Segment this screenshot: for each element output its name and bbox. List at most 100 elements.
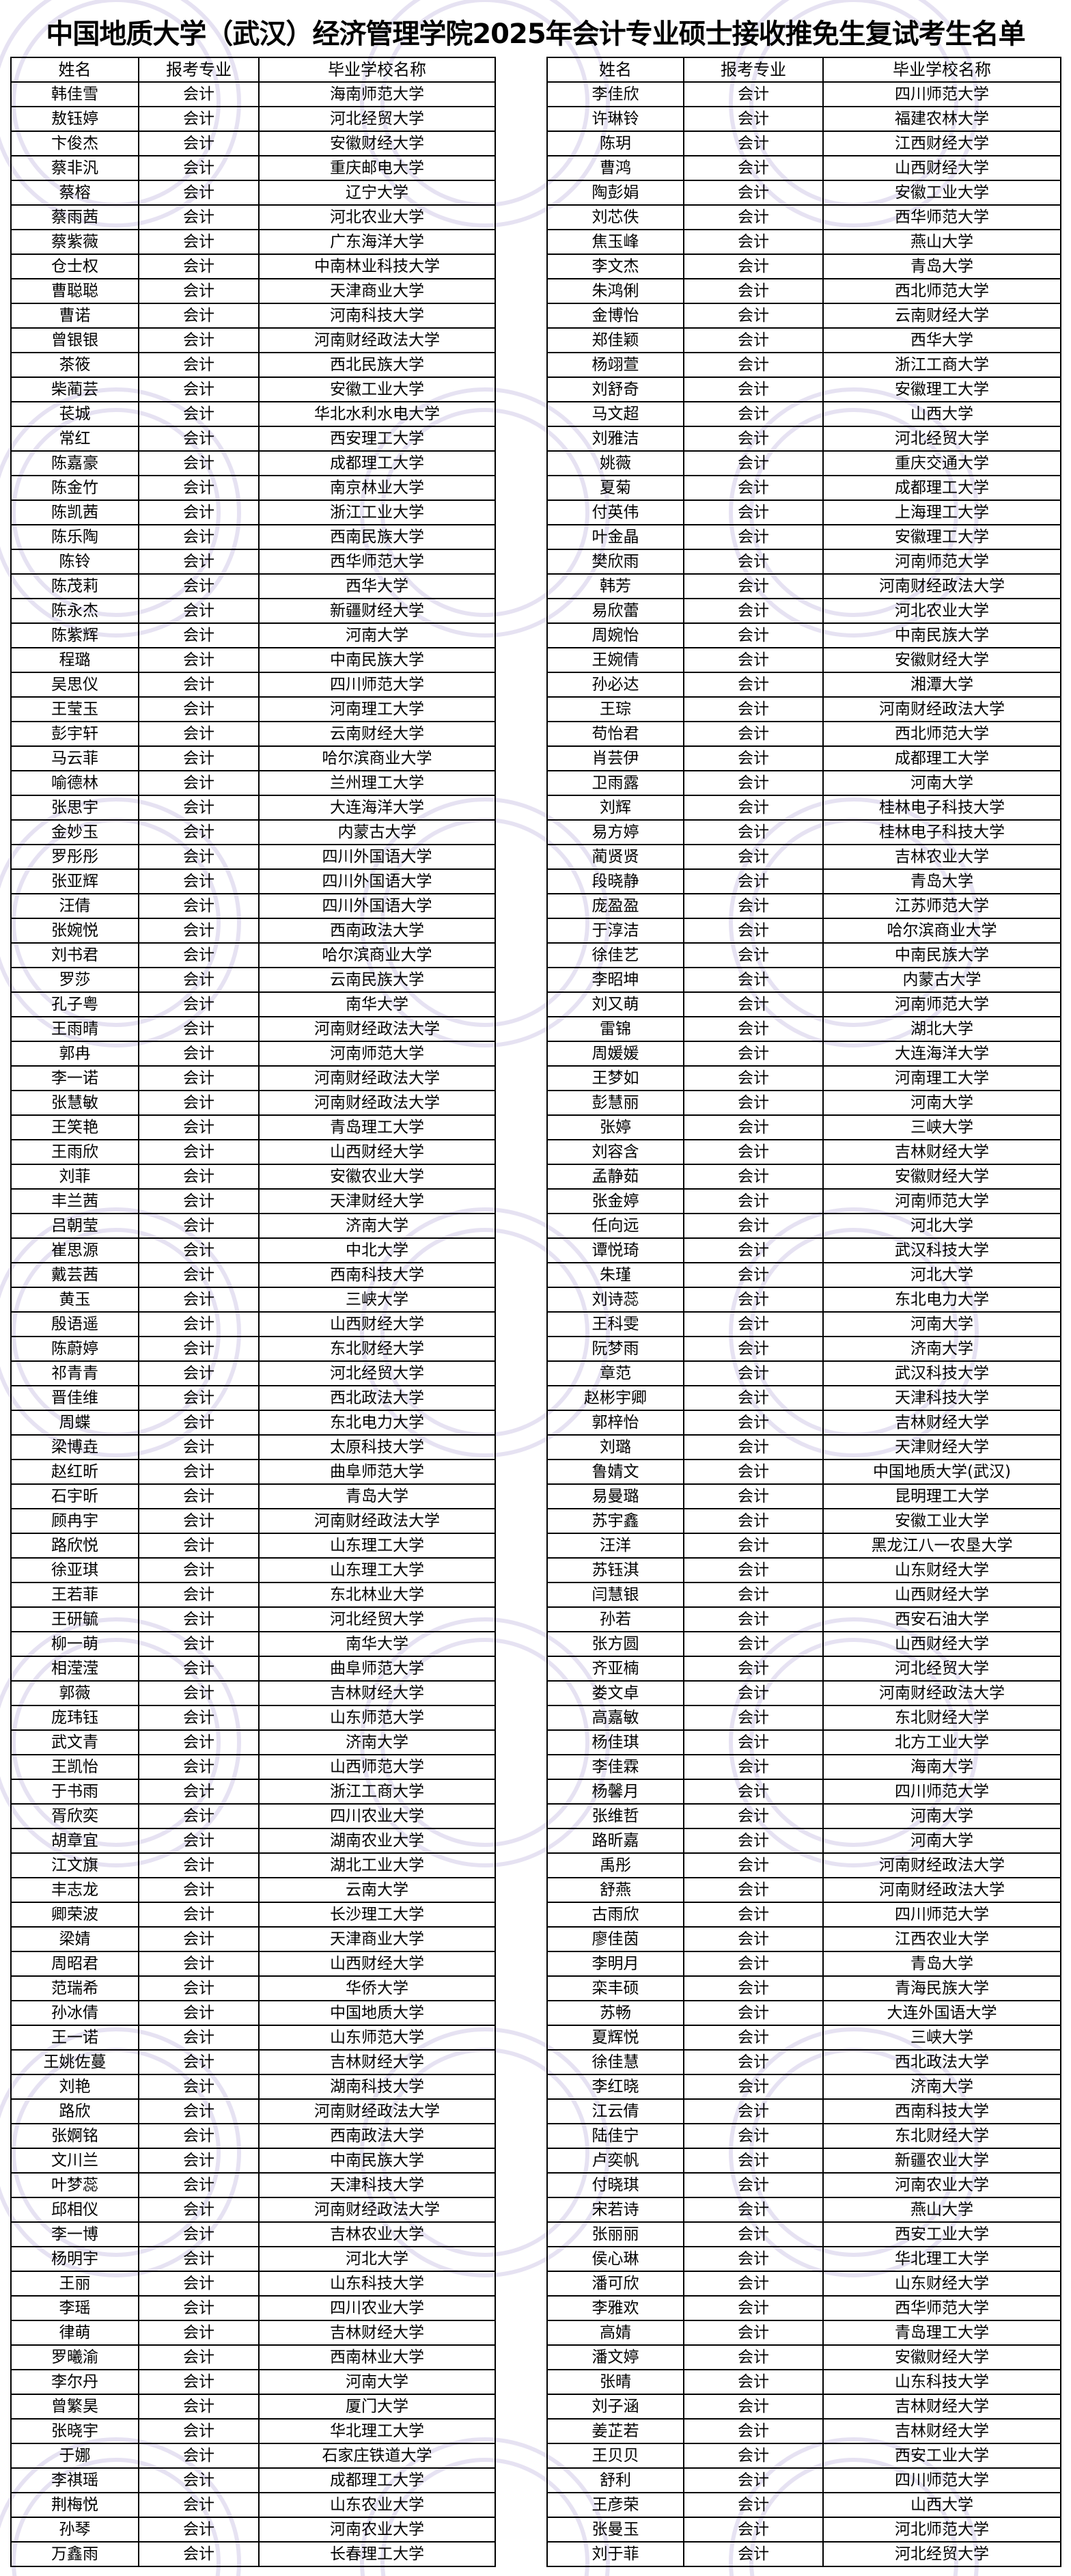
cell-name: 段晓静 xyxy=(546,868,684,894)
table-row: 李明月 会计 青岛大学 xyxy=(546,1951,1061,1977)
cell-major: 会计 xyxy=(683,2197,824,2223)
cell-school: 长沙理工大学 xyxy=(258,1902,496,1928)
cell-school: 西南科技大学 xyxy=(822,2098,1061,2124)
cell-school: 安徽财经大学 xyxy=(822,2344,1061,2370)
cell-name: 王琮 xyxy=(546,696,684,722)
table-row: 郭冉 会计 河南师范大学 xyxy=(10,1041,496,1067)
table-row: 李雅欢 会计 西华师范大学 xyxy=(546,2295,1061,2321)
cell-school: 山西师范大学 xyxy=(258,1754,496,1780)
cell-major: 会计 xyxy=(138,2517,260,2543)
cell-major: 会计 xyxy=(683,1754,824,1780)
cell-name: 路欣悦 xyxy=(10,1533,139,1559)
header-school: 毕业学校名称 xyxy=(258,57,496,83)
cell-major: 会计 xyxy=(138,2197,260,2223)
cell-school: 西安工业大学 xyxy=(822,2443,1061,2469)
cell-school: 河南财经政法大学 xyxy=(822,573,1061,599)
table-row: 宋若诗 会计 燕山大学 xyxy=(546,2197,1061,2223)
table-row: 罗莎 会计 云南民族大学 xyxy=(10,967,496,993)
cell-major: 会计 xyxy=(683,303,824,329)
table-row: 苏畅 会计 大连外国语大学 xyxy=(546,2000,1061,2026)
table-row: 卞俊杰 会计 安徽财经大学 xyxy=(10,131,496,156)
cell-major: 会计 xyxy=(138,376,260,402)
table-row: 张方圆 会计 山西财经大学 xyxy=(546,1631,1061,1657)
cell-school: 四川师范大学 xyxy=(822,1902,1061,1928)
table-row: 孙必达 会计 湘潭大学 xyxy=(546,672,1061,698)
cell-school: 青岛大学 xyxy=(822,868,1061,894)
cell-name: 郭薇 xyxy=(10,1680,139,1706)
table-row: 于书雨 会计 浙江工商大学 xyxy=(10,1779,496,1805)
cell-major: 会计 xyxy=(138,1287,260,1313)
cell-major: 会计 xyxy=(683,1557,824,1583)
cell-major: 会计 xyxy=(683,893,824,919)
cell-major: 会计 xyxy=(138,155,260,181)
cell-name: 赵红昕 xyxy=(10,1459,139,1485)
cell-name: 殷语遥 xyxy=(10,1311,139,1337)
cell-major: 会计 xyxy=(138,2344,260,2370)
cell-name: 刘艳 xyxy=(10,2074,139,2100)
cell-major: 会计 xyxy=(138,1237,260,1263)
cell-name: 张婀铭 xyxy=(10,2123,139,2149)
table-row: 易曼璐 会计 昆明理工大学 xyxy=(546,1483,1061,1509)
table-row: 刘于菲 会计 河北经贸大学 xyxy=(546,2541,1061,2567)
table-row: 祁青青 会计 河北经贸大学 xyxy=(10,1360,496,1386)
cell-school: 燕山大学 xyxy=(822,229,1061,255)
cell-name: 栾丰硕 xyxy=(546,1975,684,2001)
cell-major: 会计 xyxy=(138,1852,260,1878)
cell-name: 律萌 xyxy=(10,2320,139,2346)
cell-name: 喻德林 xyxy=(10,770,139,796)
cell-school: 河北师范大学 xyxy=(822,2517,1061,2543)
cell-major: 会计 xyxy=(683,2541,824,2567)
cell-name: 王梦如 xyxy=(546,1065,684,1091)
cell-school: 哈尔滨商业大学 xyxy=(258,942,496,968)
cell-school: 大连海洋大学 xyxy=(258,795,496,821)
cell-major: 会计 xyxy=(683,1041,824,1067)
cell-school: 桂林电子科技大学 xyxy=(822,795,1061,821)
table-row: 彭慧丽 会计 河南大学 xyxy=(546,1090,1061,1116)
table-row: 顾冉宇 会计 河南财经政法大学 xyxy=(10,1508,496,1534)
cell-name: 卫雨露 xyxy=(546,770,684,796)
cell-name: 周婉怡 xyxy=(546,622,684,648)
table-row: 刘又萌 会计 河南师范大学 xyxy=(546,991,1061,1017)
cell-school: 华北理工大学 xyxy=(258,2418,496,2444)
cell-major: 会计 xyxy=(683,1213,824,1239)
cell-major: 会计 xyxy=(683,1188,824,1214)
cell-name: 陈紫辉 xyxy=(10,622,139,648)
cell-school: 安徽农业大学 xyxy=(258,1164,496,1190)
cell-major: 会计 xyxy=(138,1041,260,1067)
cell-school: 河南农业大学 xyxy=(822,2172,1061,2198)
cell-school: 西华师范大学 xyxy=(822,2295,1061,2321)
table-row: 庞盈盈 会计 江苏师范大学 xyxy=(546,893,1061,919)
cell-major: 会计 xyxy=(138,1459,260,1485)
table-row: 高婧 会计 青岛理工大学 xyxy=(546,2320,1061,2346)
table-row: 王雨欣 会计 山西财经大学 xyxy=(10,1139,496,1165)
cell-major: 会计 xyxy=(683,1508,824,1534)
cell-major: 会计 xyxy=(683,1582,824,1608)
cell-school: 河南理工大学 xyxy=(258,696,496,722)
cell-name: 卞俊杰 xyxy=(10,131,139,156)
table-row: 陈铃 会计 西华师范大学 xyxy=(10,549,496,575)
cell-school: 青海民族大学 xyxy=(822,1975,1061,2001)
cell-school: 大连海洋大学 xyxy=(822,1041,1061,1067)
cell-major: 会计 xyxy=(683,1902,824,1928)
cell-major: 会计 xyxy=(138,1483,260,1509)
cell-name: 刘诗蕊 xyxy=(546,1287,684,1313)
cell-major: 会计 xyxy=(138,696,260,722)
cell-major: 会计 xyxy=(138,2394,260,2420)
cell-major: 会计 xyxy=(138,2049,260,2075)
cell-major: 会计 xyxy=(138,573,260,599)
cell-major: 会计 xyxy=(683,721,824,747)
cell-name: 蔺贤贤 xyxy=(546,844,684,870)
cell-school: 内蒙古大学 xyxy=(822,967,1061,993)
cell-major: 会计 xyxy=(683,1164,824,1190)
cell-name: 金妙玉 xyxy=(10,819,139,845)
cell-major: 会计 xyxy=(683,2418,824,2444)
cell-name: 娄文卓 xyxy=(546,1680,684,1706)
cell-major: 会计 xyxy=(138,1631,260,1657)
cell-school: 吉林农业大学 xyxy=(258,2221,496,2247)
table-row: 潘可欣 会计 山东财经大学 xyxy=(546,2271,1061,2297)
cell-name: 雷锦 xyxy=(546,1016,684,1042)
cell-name: 苟怡君 xyxy=(546,721,684,747)
cell-name: 李昭坤 xyxy=(546,967,684,993)
cell-major: 会计 xyxy=(683,1533,824,1559)
cell-school: 安徽财经大学 xyxy=(258,131,496,156)
